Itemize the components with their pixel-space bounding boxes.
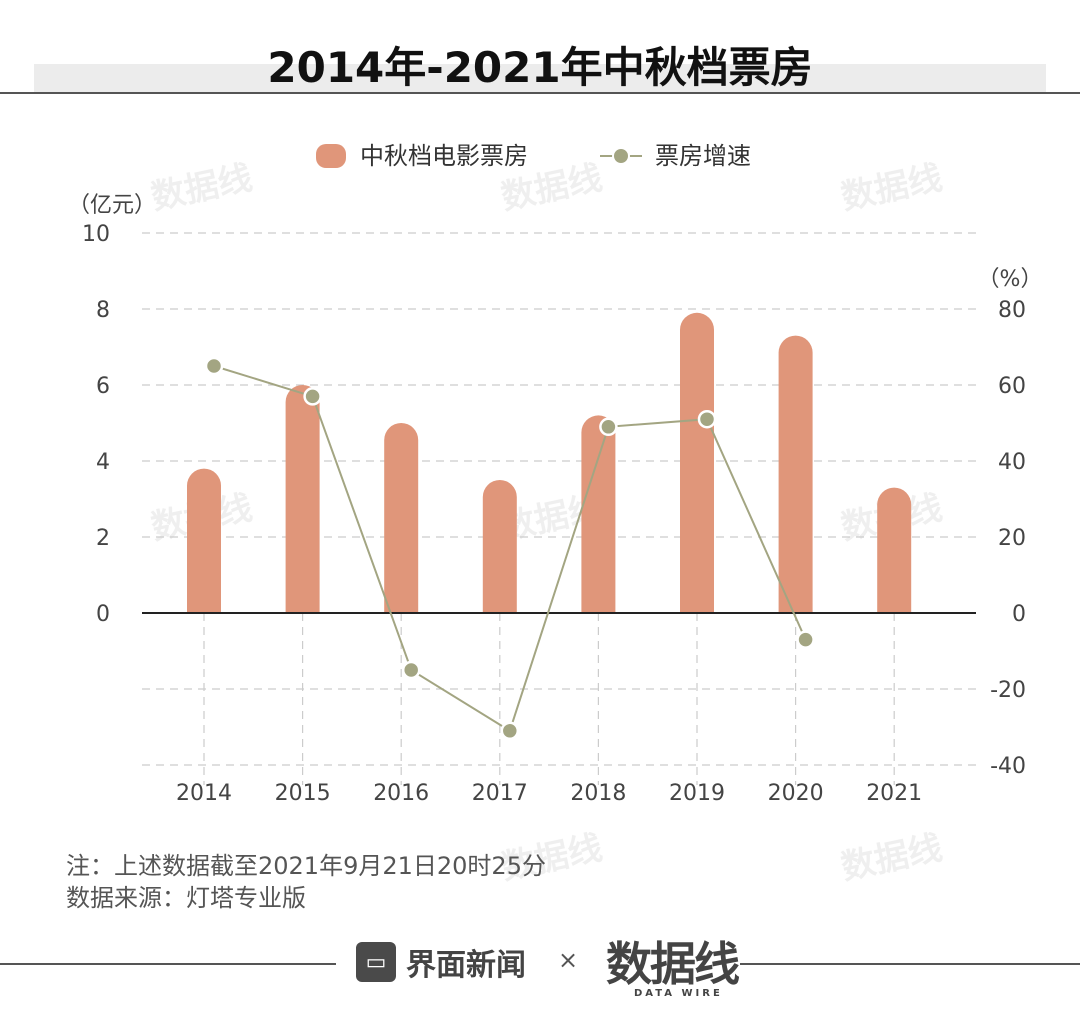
growth-point bbox=[401, 660, 421, 680]
title-band bbox=[34, 64, 1046, 94]
y-right-tick-label: -20 bbox=[990, 678, 1026, 703]
bar bbox=[384, 423, 419, 613]
bar bbox=[680, 312, 714, 613]
y-left-unit: （亿元） bbox=[68, 193, 156, 218]
bar bbox=[285, 385, 320, 613]
y-left-tick-label: 8 bbox=[96, 298, 110, 323]
y-left-tick-label: 0 bbox=[96, 602, 110, 627]
datawire-logo: 数据线 bbox=[606, 937, 740, 991]
source-text: 数据来源：灯塔专业版 bbox=[66, 884, 306, 912]
y-left-tick-label: 10 bbox=[82, 222, 110, 247]
growth-point bbox=[303, 387, 322, 406]
x-tick-label: 2017 bbox=[472, 781, 528, 806]
footer-divider-left bbox=[0, 963, 336, 965]
jiemian-icon: ▭ bbox=[356, 942, 396, 982]
y-left-tick-label: 4 bbox=[96, 450, 110, 475]
x-tick-label: 2016 bbox=[373, 781, 429, 806]
legend-line-marker bbox=[612, 147, 630, 165]
y-right-tick-label: -40 bbox=[990, 754, 1026, 779]
bar bbox=[778, 335, 813, 613]
bar bbox=[877, 487, 912, 613]
footer-divider-right bbox=[740, 963, 1080, 965]
y-right-tick-label: 0 bbox=[1012, 602, 1026, 627]
collab-times: × bbox=[558, 946, 579, 974]
x-tick-label: 2020 bbox=[768, 781, 824, 806]
x-tick-label: 2021 bbox=[866, 781, 922, 806]
x-tick-label: 2014 bbox=[176, 781, 232, 806]
y-right-tick-label: 80 bbox=[998, 298, 1026, 323]
y-left-tick-label: 6 bbox=[96, 374, 110, 399]
chart-title: 2014年-2021年中秋档票房 bbox=[267, 43, 813, 92]
y-right-tick-label: 20 bbox=[998, 526, 1026, 551]
x-tick-label: 2019 bbox=[669, 781, 725, 806]
legend-bar-swatch bbox=[316, 144, 346, 168]
jiemian-brand: 界面新闻 bbox=[406, 948, 526, 983]
bar bbox=[482, 480, 517, 613]
x-tick-label: 2015 bbox=[275, 781, 331, 806]
bar bbox=[581, 415, 616, 613]
x-tick-label: 2018 bbox=[570, 781, 626, 806]
growth-point bbox=[796, 630, 815, 649]
y-right-unit: （%） bbox=[978, 267, 1043, 292]
y-right-tick-label: 60 bbox=[998, 374, 1026, 399]
jiemian-logo: ▭ 界面新闻 bbox=[356, 942, 526, 983]
y-left-tick-label: 2 bbox=[96, 526, 110, 551]
legend-bar-label: 中秋档电影票房 bbox=[360, 142, 528, 170]
growth-point bbox=[599, 417, 618, 437]
title-rule bbox=[0, 92, 1080, 94]
growth-point bbox=[697, 409, 717, 429]
legend-line-label: 票房增速 bbox=[655, 142, 751, 170]
note-text: 注：上述数据截至2021年9月21日20时25分 bbox=[66, 852, 546, 880]
growth-point bbox=[204, 356, 224, 376]
datawire-sub: DATA WIRE bbox=[634, 988, 723, 999]
growth-point bbox=[500, 721, 520, 741]
bar bbox=[187, 468, 221, 613]
y-right-tick-label: 40 bbox=[998, 450, 1026, 475]
